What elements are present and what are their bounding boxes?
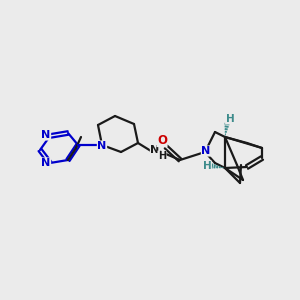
Text: N: N [98,141,106,151]
Text: H: H [202,161,211,171]
Text: O: O [157,134,167,146]
Text: N: N [41,130,51,140]
Text: N: N [201,146,211,156]
Text: H: H [226,114,234,124]
Text: N: N [41,158,51,168]
Text: N: N [150,145,160,155]
Text: H: H [158,151,166,161]
